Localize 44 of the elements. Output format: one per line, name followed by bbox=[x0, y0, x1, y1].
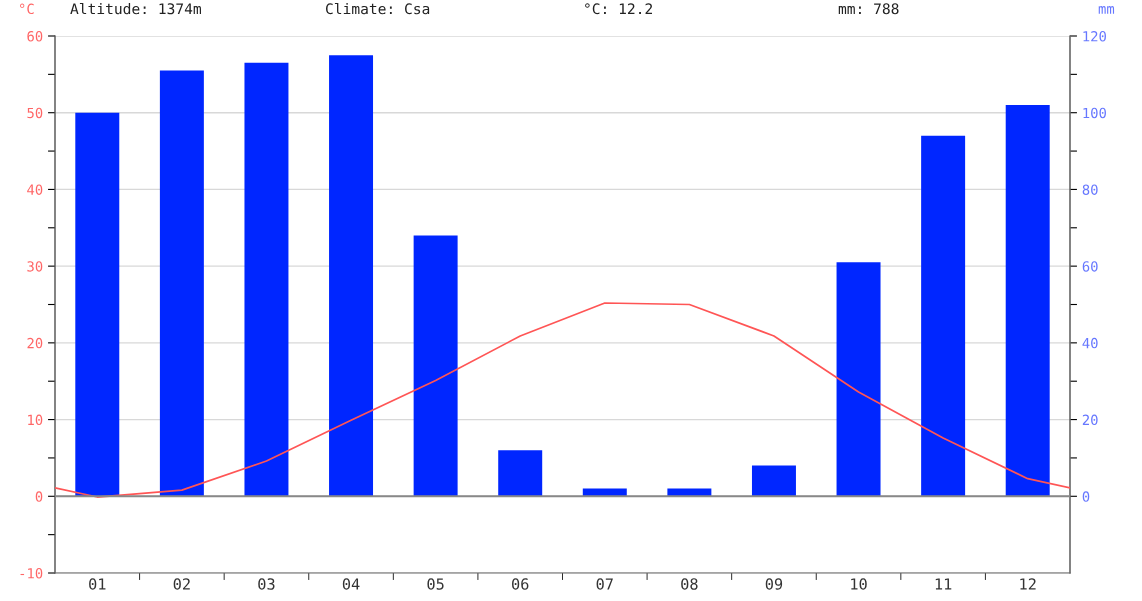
text: °C: 12.2 bbox=[585, 3, 652, 15]
y2-tick-label: 60 bbox=[1082, 261, 1098, 272]
x-tick-label: 06 bbox=[512, 578, 529, 590]
x-tick-label: 03 bbox=[258, 578, 275, 590]
y-tick-label: 0 bbox=[35, 491, 43, 502]
x-tick-label: 04 bbox=[342, 578, 360, 590]
y-tick-label: 30 bbox=[27, 261, 43, 272]
y-tick-label: 20 bbox=[27, 337, 43, 349]
bar bbox=[751, 465, 796, 497]
y2-axis-title: mm bbox=[1098, 6, 1115, 14]
x-tick-label: 02 bbox=[173, 578, 190, 590]
y-tick-label: -10 bbox=[20, 568, 43, 579]
y2-tick-label: 40 bbox=[1082, 337, 1098, 349]
x-tick-label: 07 bbox=[596, 578, 613, 590]
x-tick-label: 08 bbox=[681, 578, 698, 590]
bar bbox=[836, 262, 881, 497]
line-series bbox=[55, 302, 1070, 498]
y2-tick-label: 0 bbox=[1082, 491, 1090, 502]
bar bbox=[159, 70, 204, 497]
y2-tick-label: 80 bbox=[1082, 184, 1098, 195]
y-tick-label: 60 bbox=[27, 31, 43, 42]
y2-tick-label: 100 bbox=[1083, 107, 1106, 119]
text: Altitude: 1374m bbox=[70, 2, 201, 15]
x-tick-label: 10 bbox=[851, 578, 867, 590]
bar bbox=[329, 55, 374, 497]
y-tick-label: 10 bbox=[28, 414, 43, 426]
bar bbox=[1005, 105, 1050, 497]
x-tick-label: 11 bbox=[935, 578, 952, 590]
bar bbox=[498, 450, 543, 497]
bar bbox=[921, 135, 966, 497]
y2-tick-label: 120 bbox=[1083, 31, 1106, 42]
x-tick-label: 01 bbox=[89, 578, 106, 590]
y2-tick-label: 20 bbox=[1082, 414, 1098, 426]
text: mm: 788 bbox=[838, 3, 899, 15]
text: Climate: Csa bbox=[325, 2, 430, 15]
x-tick-label: 12 bbox=[1020, 578, 1036, 590]
bar bbox=[75, 112, 120, 497]
x-tick-label: 05 bbox=[427, 578, 444, 590]
x-tick-label: 09 bbox=[765, 578, 783, 590]
y-axis-title: °C bbox=[20, 3, 34, 15]
bar bbox=[244, 62, 289, 497]
y-tick-label: 40 bbox=[27, 184, 43, 195]
y-tick-label: 50 bbox=[27, 107, 43, 119]
bar bbox=[413, 235, 458, 497]
